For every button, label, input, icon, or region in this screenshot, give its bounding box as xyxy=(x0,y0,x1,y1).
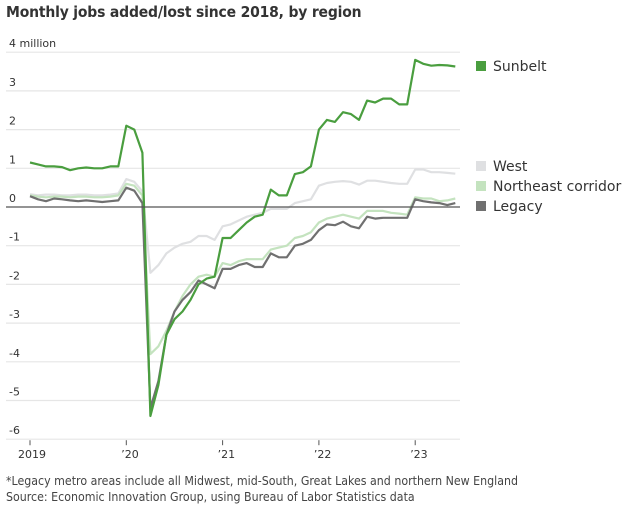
y-tick-label: 0 xyxy=(9,192,16,205)
legend-swatch-legacy xyxy=(476,201,486,211)
x-axis: 2019 ’20 ’21 ’22 ’23 xyxy=(18,440,428,461)
y-tick-label: 1 xyxy=(9,153,16,166)
legend-label-northeast-corridor: Northeast corridor xyxy=(493,179,621,195)
series-line-west xyxy=(29,168,456,274)
chart-title: Monthly jobs added/lost since 2018, by r… xyxy=(6,3,362,21)
legend-swatch-sunbelt xyxy=(476,61,486,71)
series-line-sunbelt xyxy=(29,58,456,418)
y-tick-label: -5 xyxy=(9,386,20,399)
legend-swatch-west xyxy=(476,161,486,171)
series-line-legacy xyxy=(29,186,456,410)
legend-label-legacy: Legacy xyxy=(493,199,543,215)
footnote-source: Source: Economic Innovation Group, using… xyxy=(6,490,415,504)
x-tick-label: ’20 xyxy=(121,448,139,461)
y-tick-label: -2 xyxy=(9,269,20,282)
legend-swatch-northeast-corridor xyxy=(476,181,486,191)
y-tick-label: -3 xyxy=(9,308,20,321)
y-axis-tick-labels: 4 million 3 2 1 0 -1 -2 -3 -4 -5 -6 xyxy=(9,37,56,437)
y-tick-label: 4 million xyxy=(9,37,56,50)
y-tick-label: -4 xyxy=(9,347,20,360)
y-tick-label: -6 xyxy=(9,424,20,437)
x-tick-label: ’22 xyxy=(314,448,332,461)
legend: Sunbelt West Northeast corridor Legacy xyxy=(476,59,621,215)
legend-label-west: West xyxy=(493,159,528,175)
series-line-northeast-corridor xyxy=(29,182,456,356)
y-tick-label: 3 xyxy=(9,76,16,89)
legend-label-sunbelt: Sunbelt xyxy=(493,59,547,75)
footnote-legacy-definition: *Legacy metro areas include all Midwest,… xyxy=(6,474,518,488)
x-tick-label: 2019 xyxy=(18,448,46,461)
series-lines xyxy=(6,58,460,418)
gridlines xyxy=(6,51,460,440)
x-tick-label: ’23 xyxy=(410,448,428,461)
y-tick-label: 2 xyxy=(9,115,16,128)
y-tick-label: -1 xyxy=(9,231,20,244)
x-tick-label: ’21 xyxy=(218,448,236,461)
